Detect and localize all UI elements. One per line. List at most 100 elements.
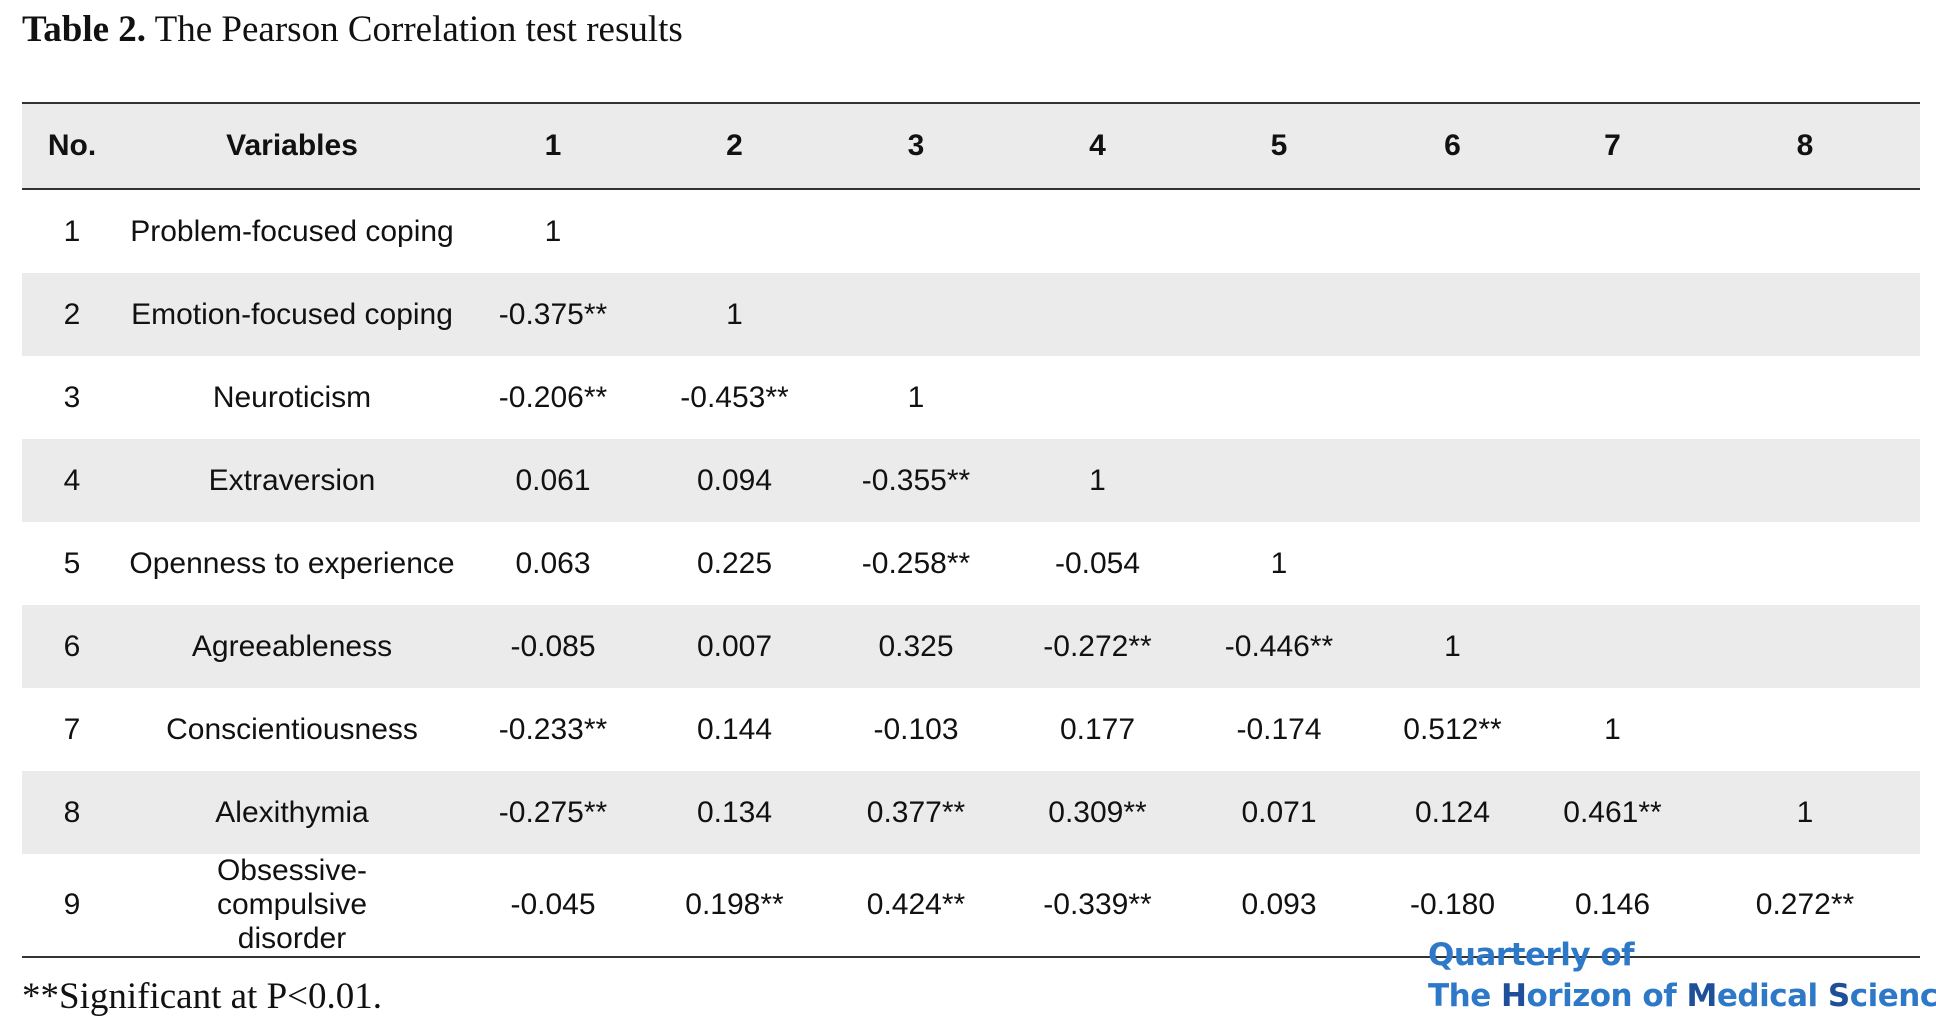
correlation-cell xyxy=(1007,273,1188,356)
variable-name: Alexithymia xyxy=(215,795,369,829)
correlation-cell xyxy=(825,273,1007,356)
correlation-cell: 0.124 xyxy=(1414,795,1491,829)
table-header-row: No. Variables 1 2 3 4 5 6 7 8 xyxy=(22,102,1920,190)
correlation-cell: 0.144 xyxy=(696,712,773,746)
correlation-cell: 0.094 xyxy=(696,463,773,497)
correlation-cell: 0.512** xyxy=(1403,712,1502,746)
correlation-cell: 1 xyxy=(544,214,562,248)
correlation-cell: -0.446** xyxy=(1224,629,1334,663)
correlation-cell xyxy=(1188,356,1370,439)
table-row: 6 Agreeableness -0.085 0.007 0.325 -0.272** -0… xyxy=(22,605,1920,688)
correlation-cell: -0.258** xyxy=(861,546,971,580)
table-row: 3 Neuroticism -0.206** -0.453** 1 xyxy=(22,356,1920,439)
header-col-4: 4 xyxy=(1007,102,1188,190)
journal-logo: Quarterly of The Horizon of Medical Scie… xyxy=(1428,935,1936,1017)
header-col-1: 1 xyxy=(462,102,644,190)
correlation-cell: 0.424** xyxy=(825,854,1007,958)
correlation-cell: 0.309** xyxy=(1048,795,1147,829)
table-row: 5 Openness to experience 0.063 0.225 -0.258*… xyxy=(22,522,1920,605)
correlation-cell xyxy=(1535,356,1690,439)
correlation-cell xyxy=(1007,356,1188,439)
correlation-cell: 0.377** xyxy=(866,795,966,829)
correlation-cell xyxy=(1535,605,1690,688)
correlation-cell xyxy=(1188,273,1370,356)
correlation-cell xyxy=(1690,356,1920,439)
correlation-cell: 0.063 xyxy=(515,546,591,580)
correlation-cell xyxy=(1370,439,1535,522)
header-no: No. xyxy=(22,102,122,190)
correlation-cell: -0.174 xyxy=(1236,712,1322,746)
correlation-cell: 1 xyxy=(726,297,743,331)
significance-footnote: **Significant at P<0.01. xyxy=(22,976,383,1017)
correlation-cell xyxy=(1535,273,1690,356)
variable-name: Extraversion xyxy=(208,463,376,497)
correlation-cell: -0.206** xyxy=(498,380,608,414)
header-col-3: 3 xyxy=(825,102,1007,190)
correlation-cell xyxy=(825,189,1007,273)
row-number: 3 xyxy=(63,380,81,414)
correlation-cell xyxy=(1370,189,1535,273)
correlation-cell: 0.134 xyxy=(696,795,773,829)
header-col-7: 7 xyxy=(1535,102,1690,190)
row-number: 5 xyxy=(63,546,81,580)
correlation-cell: 0.093 xyxy=(1188,854,1370,958)
correlation-cell xyxy=(1188,189,1370,273)
variable-name: Conscientiousness xyxy=(166,712,418,746)
header-variables: Variables xyxy=(122,102,462,190)
table-row: 7 Conscientiousness -0.233** 0.144 -0.103 0.1… xyxy=(22,688,1920,771)
correlation-cell: -0.375** xyxy=(498,297,608,331)
table-row: 8 Alexithymia -0.275** 0.134 0.377** 0.309** 0… xyxy=(22,771,1920,854)
correlation-cell xyxy=(1370,356,1535,439)
table-body: 1 Problem-focused coping 1 2 Emotion-focused… xyxy=(22,189,1920,958)
correlation-cell xyxy=(1370,522,1535,605)
correlation-cell xyxy=(1690,189,1920,273)
correlation-cell: 1 xyxy=(907,380,925,414)
variable-name: Problem-focused coping xyxy=(130,214,454,248)
correlation-cell xyxy=(1535,522,1690,605)
table-row: 9 Obsessive-compulsive disorder -0.045 0.19… xyxy=(22,854,1920,958)
correlation-cell: 0.071 xyxy=(1241,795,1317,829)
table-row: 4 Extraversion 0.061 0.094 -0.355** 1 xyxy=(22,439,1920,522)
header-col-5: 5 xyxy=(1188,102,1370,190)
header-col-6: 6 xyxy=(1370,102,1535,190)
journal-logo-line-2: The Horizon of Medical Sciences xyxy=(1428,978,1936,1014)
correlation-cell xyxy=(1188,439,1370,522)
correlation-cell xyxy=(1690,439,1920,522)
correlation-cell: 0.461** xyxy=(1563,795,1662,829)
correlation-cell: 0.272** xyxy=(1690,854,1920,958)
correlation-cell: -0.453** xyxy=(680,380,789,414)
correlation-cell: 0.007 xyxy=(696,629,773,663)
correlation-cell: 1 xyxy=(1796,795,1814,829)
correlation-cell: -0.275** xyxy=(498,795,608,829)
correlation-cell: 1 xyxy=(1604,712,1621,746)
correlation-cell: 0.198** xyxy=(644,854,825,958)
variable-name: Openness to experience xyxy=(129,546,455,580)
table-caption-title: The Pearson Correlation test results xyxy=(154,9,683,50)
journal-logo-line-1: Quarterly of xyxy=(1428,937,1635,973)
correlation-cell: -0.180 xyxy=(1370,854,1535,958)
correlation-cell xyxy=(1690,605,1920,688)
correlation-cell: 0.177 xyxy=(1059,712,1136,746)
correlation-cell: -0.054 xyxy=(1054,546,1141,580)
correlation-cell: -0.085 xyxy=(510,629,596,663)
correlation-cell xyxy=(1007,189,1188,273)
correlation-cell: -0.103 xyxy=(873,712,959,746)
row-number: 8 xyxy=(63,795,81,829)
correlation-cell: 1 xyxy=(1270,546,1288,580)
correlation-cell: 0.225 xyxy=(696,546,773,580)
correlation-cell xyxy=(1370,273,1535,356)
correlation-cell: -0.339** xyxy=(1007,854,1188,958)
correlation-cell: 0.061 xyxy=(515,463,591,497)
variable-name: Neuroticism xyxy=(212,380,372,414)
row-number: 9 xyxy=(22,854,122,958)
table-row: 2 Emotion-focused coping -0.375** 1 xyxy=(22,273,1920,356)
row-number: 2 xyxy=(63,297,81,331)
correlation-cell xyxy=(1690,688,1920,771)
variable-name: Emotion-focused coping xyxy=(131,297,453,331)
correlation-cell xyxy=(644,189,825,273)
correlation-cell: -0.355** xyxy=(861,463,971,497)
correlation-cell: 1 xyxy=(1444,629,1461,663)
correlation-cell xyxy=(1690,273,1920,356)
correlation-cell: 0.146 xyxy=(1535,854,1690,958)
correlation-cell xyxy=(1690,522,1920,605)
